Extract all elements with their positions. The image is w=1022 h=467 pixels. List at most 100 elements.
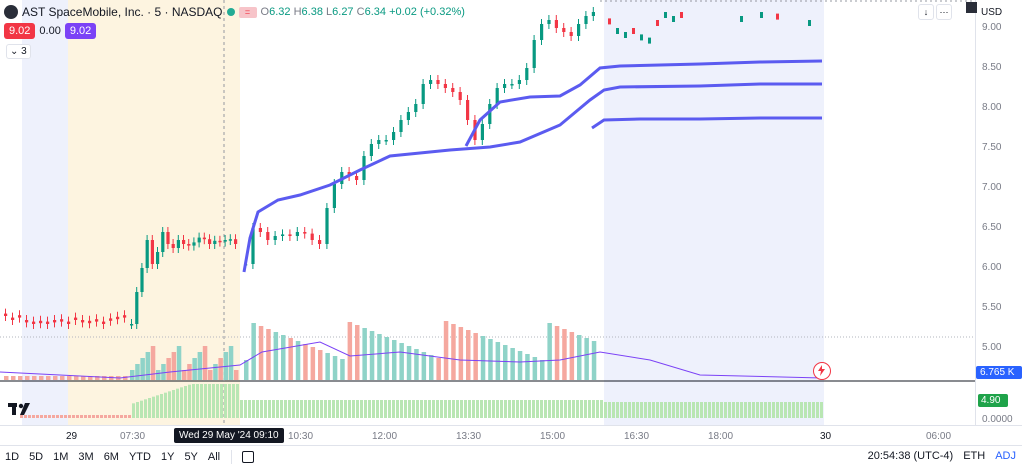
indicators-toggle[interactable]: ⌄ 3 <box>6 44 31 59</box>
range-1y-button[interactable]: 1Y <box>160 450 175 463</box>
vwap-lower-band <box>591 116 822 130</box>
candle <box>310 233 314 240</box>
lower-pane-bar <box>800 402 803 418</box>
candle <box>377 140 381 144</box>
range-5d-button[interactable]: 5D <box>29 450 44 463</box>
lower-pane-bar <box>108 415 111 418</box>
lower-pane-bar <box>80 415 83 418</box>
chevron-down-icon: ⌄ <box>10 46 19 57</box>
lower-pane-bar <box>508 400 511 418</box>
price-chart[interactable] <box>0 0 975 425</box>
candle <box>161 232 165 252</box>
lower-pane-bar <box>128 415 131 418</box>
bid-button[interactable]: 9.02 <box>4 23 36 39</box>
volume-bar <box>569 332 575 380</box>
more-icon[interactable]: ⋯ <box>936 4 952 20</box>
lower-pane-bar <box>100 415 103 418</box>
range-6m-button[interactable]: 6M <box>103 450 119 463</box>
price-tick: 8.50 <box>982 62 1002 73</box>
lower-pane-bar <box>124 415 127 418</box>
lower-pane-bar <box>56 415 59 418</box>
candle <box>4 313 8 316</box>
candle <box>488 104 492 124</box>
volume-bar <box>251 323 256 380</box>
postmarket-candle <box>608 18 611 25</box>
volume-bar <box>95 376 100 380</box>
range-all-button[interactable]: All <box>207 450 221 463</box>
lower-pane-bar <box>688 402 691 418</box>
candle <box>88 320 92 324</box>
lower-pane-bar <box>440 400 443 418</box>
volume-bar <box>392 340 397 380</box>
candle <box>228 239 232 241</box>
lower-pane-bar <box>616 402 619 418</box>
price-scale[interactable]: USD 9.00 8.50 8.00 7.50 7.00 6.50 6.00 5… <box>966 0 1022 425</box>
calendar-icon[interactable] <box>242 450 255 463</box>
candle <box>429 80 433 84</box>
lower-pane-bar <box>556 400 559 418</box>
volume-bar <box>340 359 345 380</box>
high-value: 6.38 <box>301 6 323 18</box>
volume-bar <box>325 353 330 380</box>
session-toggle[interactable]: ETH <box>963 450 986 462</box>
symbol-title[interactable]: AST SpaceMobile, Inc. · 5 · NASDAQ <box>22 5 223 19</box>
currency-label[interactable]: USD <box>981 7 1003 18</box>
time-tick: 29 <box>66 431 78 442</box>
candle <box>273 236 277 240</box>
lower-pane-bar <box>804 402 807 418</box>
time-axis[interactable]: 29 07:30 10:30 12:00 13:30 15:00 16:30 1… <box>0 425 1022 445</box>
fullscreen-icon[interactable] <box>965 1 978 14</box>
lower-pane-bar <box>412 400 415 418</box>
lower-pane-bar <box>164 392 167 418</box>
arrow-down-icon[interactable]: ↓ <box>918 4 934 20</box>
lower-pane-bar <box>288 400 291 418</box>
lower-pane-bar <box>432 400 435 418</box>
lower-pane-bar <box>380 400 383 418</box>
vwap-upper-band <box>464 59 823 147</box>
lower-pane-bar <box>320 400 323 418</box>
lower-pane-bar <box>624 402 627 418</box>
lower-pane-bar <box>584 400 587 418</box>
volume-bar <box>218 358 223 380</box>
lower-pane-bar <box>60 415 63 418</box>
lower-pane-bar <box>192 384 195 418</box>
adjustment-toggle[interactable]: ADJ <box>995 450 1016 462</box>
lower-pane-bar <box>140 400 143 418</box>
lower-pane-bar <box>484 400 487 418</box>
lower-pane-bar <box>260 400 263 418</box>
lower-pane-bar <box>628 402 631 418</box>
lower-pane-bar <box>328 400 331 418</box>
time-tick: 13:30 <box>456 431 482 442</box>
chart-pane[interactable]: AST SpaceMobile, Inc. · 5 · NASDAQ = O6.… <box>0 0 975 425</box>
lower-pane-bar <box>284 400 287 418</box>
volume-bar <box>74 376 79 380</box>
vwap-line <box>242 82 822 273</box>
candle <box>295 232 299 236</box>
range-5y-button[interactable]: 5Y <box>184 450 198 463</box>
ask-button[interactable]: 9.02 <box>64 23 97 39</box>
lower-pane-bar <box>324 400 327 418</box>
volume-bar <box>429 355 434 380</box>
range-ytd-button[interactable]: YTD <box>128 450 151 463</box>
range-1m-button[interactable]: 1M <box>53 450 69 463</box>
clock-label[interactable]: 20:54:38 (UTC-4) <box>867 450 954 462</box>
lower-pane-bar <box>512 400 515 418</box>
candle <box>81 320 85 323</box>
lower-pane-bar <box>572 400 575 418</box>
bolt-icon[interactable] <box>813 362 831 380</box>
candle <box>517 80 521 84</box>
lower-pane-bar <box>716 402 719 418</box>
volume-bar <box>140 358 145 380</box>
candle <box>436 80 440 84</box>
candle <box>258 228 262 232</box>
lower-pane-bar <box>588 400 591 418</box>
flag-badge[interactable]: = <box>238 6 257 18</box>
lower-pane-bar <box>620 402 623 418</box>
lower-pane-bar <box>400 400 403 418</box>
range-3m-button[interactable]: 3M <box>78 450 94 463</box>
range-1d-button[interactable]: 1D <box>5 450 20 463</box>
candle <box>67 321 71 324</box>
volume-bar <box>11 376 16 380</box>
lower-pane-bar <box>280 400 283 418</box>
tradingview-logo[interactable] <box>8 403 34 417</box>
